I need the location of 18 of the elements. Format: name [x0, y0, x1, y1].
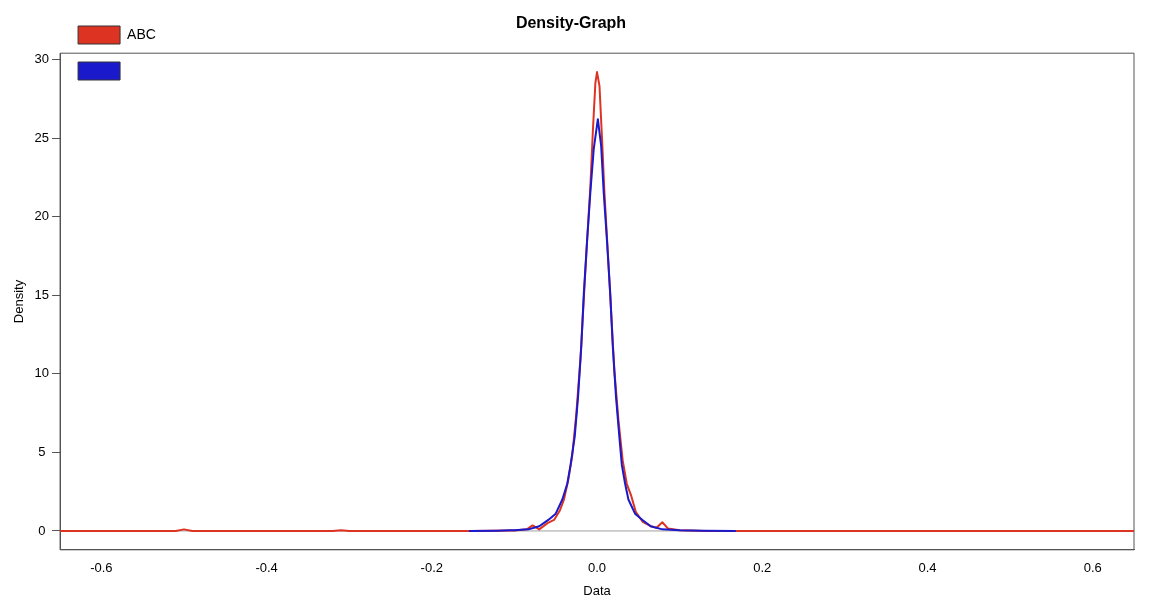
- chart-title: Density-Graph: [515, 14, 627, 32]
- x-tick-label: -0.6: [90, 560, 113, 576]
- y-axis-title: Density: [11, 279, 27, 324]
- y-tick-label: 0: [38, 522, 46, 538]
- x-axis-title: Data: [583, 582, 612, 598]
- y-tick-label: 10: [34, 365, 50, 381]
- y-tick-label: 20: [34, 208, 50, 224]
- x-tick-label: -0.2: [420, 560, 444, 576]
- x-tick-label: 0.2: [753, 560, 772, 576]
- legend-label: ABC: [127, 25, 156, 42]
- y-tick-label: 15: [34, 286, 50, 302]
- x-tick-label: -0.4: [255, 560, 278, 576]
- y-tick-label: 25: [34, 129, 50, 145]
- x-tick-label: 0.4: [918, 560, 937, 576]
- y-tick-label: 5: [38, 443, 46, 459]
- y-tick-label: 30: [34, 51, 50, 67]
- x-tick-label: 0.0: [587, 560, 607, 576]
- x-tick-label: 0.6: [1083, 560, 1102, 576]
